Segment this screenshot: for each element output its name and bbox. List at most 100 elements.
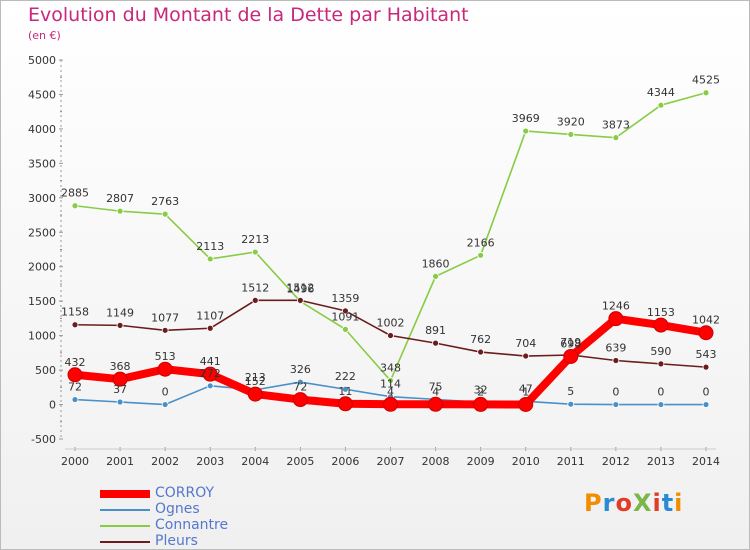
data-label-pleurs: 1149 [106,306,134,319]
data-label-ognes: 0 [703,386,710,399]
x-tick-label: 2012 [602,455,630,468]
data-label-corroy: 4 [387,385,394,398]
data-point-pleurs [71,321,79,329]
data-point-connantre [477,251,485,259]
data-label-ognes: 32 [474,383,488,396]
data-label-ognes: 222 [335,370,356,383]
legend-label: Connantre [155,517,229,533]
data-point-corroy [337,396,353,412]
data-point-connantre [612,134,620,142]
data-point-connantre [342,325,349,333]
logo-letter: t [661,489,675,517]
legend-item-corroy: CORROY [100,485,320,502]
y-tick-label: 5000 [28,54,56,67]
data-label-connantre: 3969 [512,112,540,125]
data-label-connantre: 2885 [61,187,89,200]
data-label-ognes: 47 [519,382,533,395]
data-point-connantre [161,210,169,218]
data-label-ognes: 0 [162,386,169,399]
legend-item-pleurs: Pleurs [100,533,320,550]
data-label-ognes: 326 [290,363,311,376]
data-point-pleurs [251,296,259,304]
data-label-connantre: 3873 [602,119,630,132]
data-point-pleurs [522,352,530,360]
data-label-corroy: 72 [293,381,307,394]
x-tick-label: 2013 [647,455,675,468]
chart-subtitle: (en €) [28,29,61,42]
data-point-pleurs [432,339,439,347]
chart-axes: -500050010001500200025003000350040004500… [28,54,720,468]
data-label-ognes: 5 [567,385,574,398]
data-point-ognes [161,401,169,408]
data-point-corroy [563,348,579,364]
data-label-corroy: 1246 [602,300,630,313]
x-tick-label: 2006 [331,455,359,468]
data-label-pleurs: 1359 [331,292,359,305]
data-point-pleurs [387,332,394,339]
data-label-corroy: 1153 [647,306,675,319]
data-label-corroy: 152 [245,375,266,388]
data-label-corroy: 2 [477,385,484,398]
data-point-corroy [202,366,218,382]
data-label-pleurs: 1002 [377,316,405,329]
legend-label: Pleurs [155,533,198,549]
data-label-connantre: 2807 [106,192,134,205]
data-label-corroy: 513 [155,350,176,363]
logo-letter: r [602,489,616,517]
y-tick-label: 4000 [28,123,56,136]
data-label-connantre: 1860 [422,257,450,270]
legend-item-ognes: Ognes [100,501,320,518]
data-label-corroy: 1 [522,385,529,398]
x-tick-label: 2007 [377,455,405,468]
data-label-pleurs: 1107 [196,309,224,322]
x-tick-label: 2008 [422,455,450,468]
y-tick-label: -500 [31,433,56,446]
x-tick-label: 2001 [106,455,134,468]
data-point-connantre [116,207,124,215]
legend-item-connantre: Connantre [100,517,320,534]
data-label-pleurs: 1077 [151,311,179,324]
data-point-ognes [612,401,620,408]
x-tick-label: 2009 [467,455,495,468]
data-point-ognes [702,401,710,408]
y-tick-label: 1000 [28,330,56,343]
y-tick-label: 500 [35,364,56,377]
data-point-connantre [702,89,710,97]
data-label-corroy: 1042 [692,314,720,327]
x-tick-label: 2003 [196,455,224,468]
legend-label: Ognes [155,501,200,517]
data-point-corroy [698,325,714,341]
data-point-connantre [206,255,214,263]
data-point-pleurs [342,307,349,315]
data-label-connantre: 4344 [647,86,675,99]
data-label-ognes: 75 [429,380,443,393]
chart-title: Evolution du Montant de la Dette par Hab… [28,4,469,26]
logo-letter: X [632,489,653,517]
data-point-connantre [567,131,575,138]
data-label-connantre: 2166 [467,236,495,249]
data-point-connantre [432,272,439,280]
data-point-ognes [116,398,124,406]
data-point-ognes [206,382,214,390]
data-point-corroy [653,317,669,333]
data-label-pleurs: 891 [425,324,446,337]
data-point-ognes [296,378,304,386]
data-label-connantre: 2763 [151,195,179,208]
legend-swatch [100,490,150,498]
data-point-pleurs [116,321,124,329]
data-label-pleurs: 590 [650,345,671,358]
data-point-corroy [518,396,534,412]
x-tick-label: 2000 [61,455,89,468]
proxiti-logo: ProXiti [584,489,683,517]
x-tick-label: 2002 [151,455,179,468]
data-label-connantre: 3920 [557,115,585,128]
data-label-corroy: 441 [200,355,221,368]
legend-swatch [100,525,150,527]
data-label-connantre: 1091 [331,310,359,323]
data-label-corroy: 698 [560,337,581,350]
x-tick-label: 2011 [557,455,585,468]
logo-letter: o [615,489,633,517]
data-label-pleurs: 1512 [241,281,269,294]
